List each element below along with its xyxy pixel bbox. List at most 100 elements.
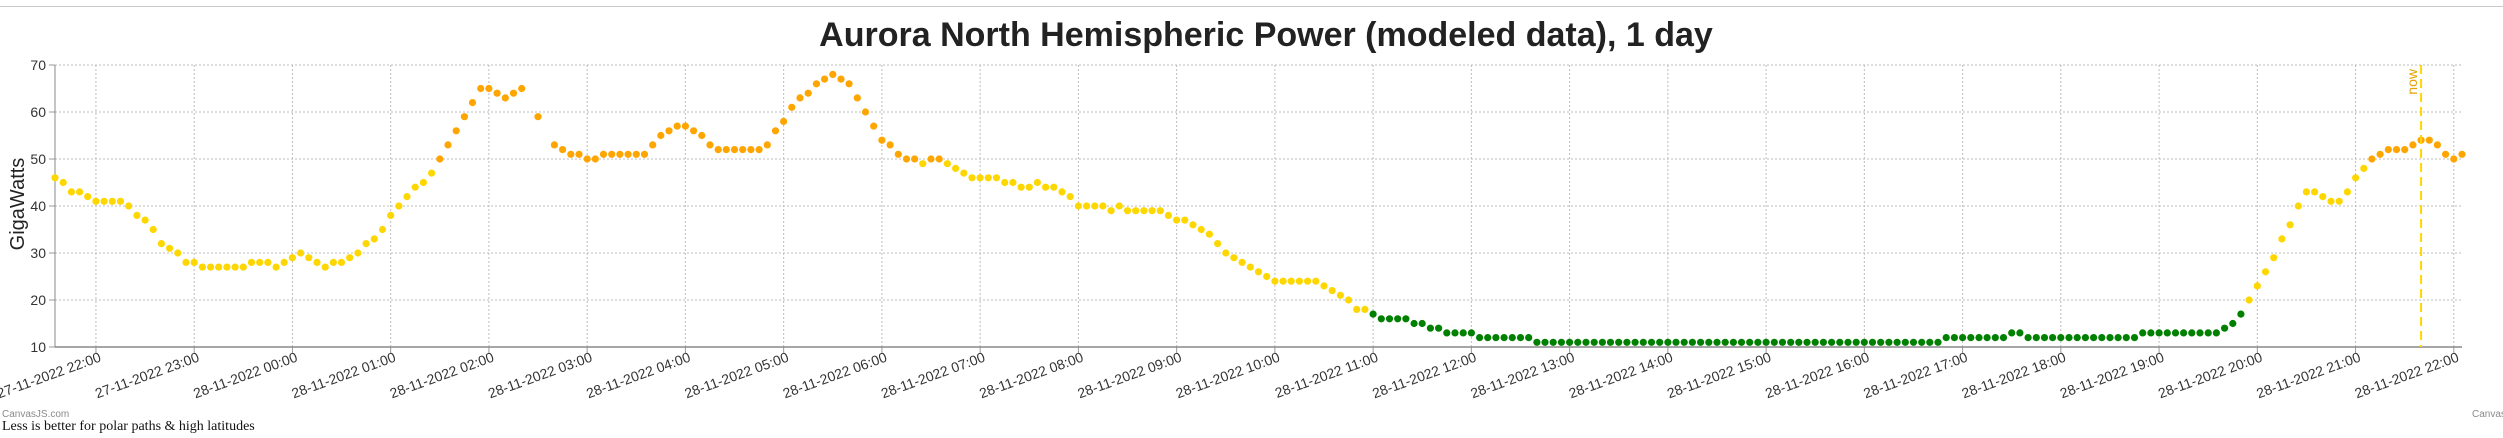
data-point — [321, 263, 329, 271]
data-point — [2384, 146, 2392, 154]
data-point — [976, 174, 984, 182]
data-point — [1320, 282, 1328, 290]
data-point — [608, 150, 616, 158]
data-point — [1868, 338, 1877, 346]
data-point — [436, 155, 444, 163]
data-point — [1287, 277, 1295, 285]
data-point — [1107, 207, 1115, 215]
data-point — [1737, 338, 1746, 346]
data-point — [829, 70, 837, 78]
data-point — [1197, 225, 1205, 234]
data-point — [1263, 272, 1271, 281]
data-point — [485, 84, 493, 93]
data-point — [2221, 324, 2229, 332]
x-tick-label: 28-11-2022 17:00 — [1861, 349, 1970, 402]
data-point — [1074, 202, 1082, 210]
data-point — [1205, 230, 1213, 238]
data-point — [362, 240, 370, 248]
data-point — [76, 188, 84, 196]
data-point — [550, 141, 559, 149]
data-point — [1009, 178, 1017, 187]
data-point — [1467, 329, 1475, 337]
data-point — [2008, 329, 2016, 337]
data-point — [780, 117, 788, 125]
data-point — [575, 150, 583, 158]
data-point — [952, 164, 960, 172]
data-point — [1312, 277, 1320, 285]
data-point — [698, 131, 706, 140]
data-point — [2442, 150, 2450, 158]
data-point — [1909, 338, 1918, 346]
data-point — [870, 122, 878, 130]
data-point — [2294, 202, 2302, 210]
data-point — [1410, 319, 1418, 328]
data-point — [493, 89, 501, 97]
data-point — [1778, 338, 1787, 346]
data-point — [1156, 207, 1164, 215]
data-point — [583, 155, 591, 163]
data-point — [1582, 338, 1590, 346]
data-point — [1173, 216, 1181, 224]
data-point — [2278, 235, 2286, 243]
data-point — [1631, 338, 1639, 346]
chart-title: Aurora North Hemispheric Power (modeled … — [819, 16, 1713, 54]
data-point — [2040, 334, 2049, 342]
x-tick-label: 28-11-2022 12:00 — [1370, 349, 1479, 402]
data-point — [2139, 329, 2147, 337]
data-point — [1918, 338, 1926, 346]
data-point — [755, 146, 763, 154]
data-point — [1639, 338, 1647, 346]
data-point — [256, 258, 264, 266]
data-point — [2335, 197, 2343, 205]
data-point — [1361, 305, 1369, 313]
data-point — [681, 122, 690, 130]
data-point — [288, 254, 296, 262]
data-point — [1680, 338, 1688, 346]
data-point — [280, 258, 288, 266]
data-point — [67, 188, 75, 196]
data-point — [1950, 334, 1958, 342]
data-point — [837, 75, 845, 83]
data-point — [223, 263, 231, 271]
data-point — [346, 254, 354, 262]
data-point — [1058, 188, 1066, 196]
data-point — [1836, 338, 1844, 346]
data-point — [2081, 334, 2089, 342]
data-point — [1525, 334, 1533, 342]
data-point — [2311, 188, 2319, 196]
data-point — [1476, 334, 1484, 342]
x-tick-label: 28-11-2022 21:00 — [2254, 349, 2363, 402]
data-point — [2245, 296, 2253, 304]
data-point — [1091, 202, 1099, 210]
data-point — [1811, 338, 1819, 346]
data-points — [51, 70, 2466, 346]
credit-left: CanvasJS.com — [2, 409, 69, 420]
x-tick-label: 28-11-2022 02:00 — [388, 349, 497, 402]
data-point — [2261, 268, 2270, 276]
data-point — [59, 178, 67, 187]
y-tick-label: 60 — [30, 104, 46, 120]
data-point — [264, 258, 272, 266]
data-point — [2237, 310, 2245, 318]
data-point — [1001, 178, 1009, 187]
data-point — [1492, 334, 1500, 342]
data-point — [1516, 334, 1525, 342]
data-point — [1377, 315, 1385, 323]
x-tick-label: 27-11-2022 23:00 — [93, 349, 202, 402]
data-point — [2024, 334, 2032, 342]
data-point — [1697, 338, 1705, 346]
data-point — [1901, 338, 1909, 346]
data-point — [419, 178, 427, 187]
data-point — [1353, 305, 1361, 313]
data-point — [460, 113, 468, 121]
data-point — [1795, 338, 1803, 346]
data-point — [2352, 174, 2360, 182]
data-point — [1844, 338, 1852, 346]
data-point — [477, 84, 485, 93]
data-point — [1549, 338, 1557, 346]
data-point — [1181, 216, 1189, 224]
data-point — [468, 99, 477, 107]
y-tick-labels: 10 20 30 40 50 60 70 — [30, 57, 46, 355]
data-point — [378, 225, 387, 234]
data-point — [1394, 315, 1402, 323]
